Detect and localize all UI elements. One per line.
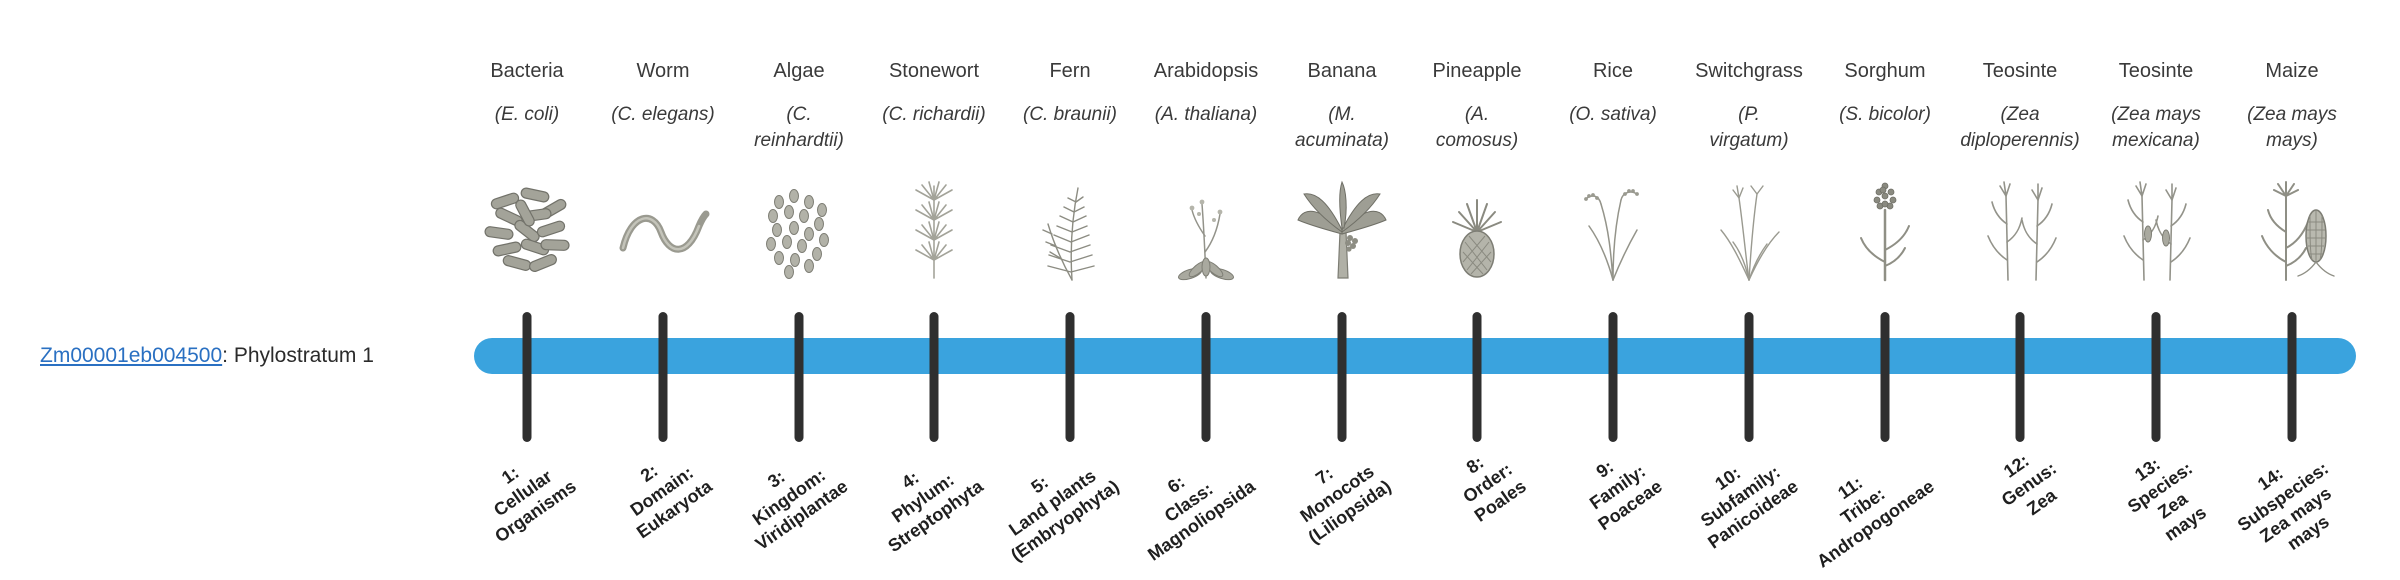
phylostratum-label: 11: Tribe: Andropogoneae <box>1788 440 1939 573</box>
organism-scientific-name-line: reinhardtii) <box>754 129 844 151</box>
organism-scientific-name: (C. reinhardtii) <box>754 102 844 153</box>
organism-scientific-name-line: (Zea mays <box>2111 104 2201 125</box>
phylostratum-label: 2: Domain: Eukaryota <box>608 440 717 544</box>
phylostratum-tick <box>1201 312 1211 442</box>
phylostratum-tick <box>658 312 668 442</box>
banana-icon <box>1276 170 1408 284</box>
organism-scientific-name-line: (S. bicolor) <box>1839 104 1931 125</box>
pineapple-icon <box>1411 170 1543 284</box>
organism-scientific-name: (Zea mays mexicana) <box>2111 102 2201 153</box>
teosinte-diploperennis-icon <box>1954 170 2086 284</box>
organism-scientific-name-line: (C. richardii) <box>882 104 986 125</box>
gene-label: Zm00001eb004500: Phylostratum 1 <box>40 344 374 368</box>
organism-scientific-name-line: acuminata) <box>1295 129 1389 151</box>
organism-scientific-name-line: mays) <box>2266 129 2318 151</box>
organism-scientific-name-line: diploperennis) <box>1960 129 2080 151</box>
phylostratum-tick <box>2151 312 2161 442</box>
phylostratum-label: 7: Monocots (Liliopsida) <box>1279 440 1395 549</box>
organism-name: Arabidopsis <box>1153 60 1259 82</box>
bacteria-icon <box>461 170 593 284</box>
organism-name: Worm <box>636 60 690 82</box>
phylostratum-tick <box>1608 312 1618 442</box>
organism-scientific-name: (M. acuminata) <box>1295 102 1389 153</box>
organism-scientific-name-line: mexicana) <box>2112 129 2200 151</box>
organism-scientific-name: (C. elegans) <box>611 102 715 128</box>
organism-name: Teosinte <box>1982 60 2058 82</box>
phylostratum-label: 6: Class: Magnoliopsida <box>1119 440 1260 566</box>
gene-label-suffix: : Phylostratum 1 <box>222 344 374 367</box>
organism-name: Bacteria <box>490 60 564 82</box>
phylostratum-tick <box>2015 312 2025 442</box>
organism-scientific-name-line: (O. sativa) <box>1569 104 1657 125</box>
phylostratum-tick <box>1472 312 1482 442</box>
phylostratum-tick <box>794 312 804 442</box>
organism-scientific-name-line: (A. <box>1464 104 1490 125</box>
phylostratum-bar <box>474 338 2356 374</box>
worm-icon <box>597 170 729 284</box>
sorghum-icon <box>1819 170 1951 284</box>
organism-scientific-name: (Zea mays mays) <box>2247 102 2337 153</box>
phylostratum-tick <box>2287 312 2297 442</box>
phylostratum-label: 5: Land plants (Embryophyta) <box>982 440 1124 567</box>
organism-scientific-name: (Zea diploperennis) <box>1960 102 2079 153</box>
organism-scientific-name: (P. virgatum) <box>1709 102 1788 153</box>
organism-scientific-name: (O. sativa) <box>1569 102 1657 128</box>
organism-scientific-name-line: (C. <box>786 104 812 125</box>
algae-icon <box>733 170 865 284</box>
organism-scientific-name-line: (Zea mays <box>2247 104 2337 125</box>
switchgrass-icon <box>1683 170 1815 284</box>
organism-name: Sorghum <box>1844 60 1926 82</box>
organism-name: Rice <box>1592 60 1634 82</box>
organism-scientific-name: (A. comosus) <box>1436 102 1518 153</box>
organism-scientific-name: (A. thaliana) <box>1155 102 1257 128</box>
organism-scientific-name: (S. bicolor) <box>1839 102 1931 128</box>
organism-scientific-name: (C. richardii) <box>882 102 985 128</box>
organism-name: Pineapple <box>1432 60 1522 82</box>
phylostratum-label: 12: Genus: Zea <box>1985 440 2074 530</box>
arabidopsis-icon <box>1140 170 1272 284</box>
organism-name: Switchgrass <box>1695 60 1803 82</box>
organism-name: Banana <box>1307 60 1377 82</box>
phylostratum-label: 10: Subfamily: Panicoideae <box>1679 440 1803 554</box>
phylostratum-label: 8: Order: Poales <box>1445 440 1530 527</box>
phylostratum-label: 3: Kingdom: Viridiplantae <box>727 440 853 556</box>
gene-id-link[interactable]: Zm00001eb004500 <box>40 344 223 367</box>
maize-icon <box>2226 170 2358 284</box>
organism-name: Teosinte <box>2118 60 2194 82</box>
organism-scientific-name-line: (C. elegans) <box>611 104 715 125</box>
organism-name: Algae <box>773 60 825 82</box>
rice-icon <box>1547 170 1679 284</box>
phylostratum-label: 1: Cellular Organisms <box>466 440 581 548</box>
teosinte-mexicana-icon <box>2090 170 2222 284</box>
organism-scientific-name-line: comosus) <box>1435 129 1519 151</box>
organism-name: Stonewort <box>888 60 980 82</box>
organism-scientific-name-line: (P. <box>1738 104 1760 125</box>
organism-scientific-name-line: (M. <box>1328 104 1356 125</box>
organism-name: Fern <box>1049 60 1091 82</box>
stonewort-icon <box>868 170 1000 284</box>
organism-name: Maize <box>2265 60 2319 82</box>
phylostratum-tick <box>1880 312 1890 442</box>
phylostratum-label: 14: Subspecies: Zea mays mays <box>2221 440 2358 573</box>
fern-icon <box>1004 170 1136 284</box>
phylostratum-tick <box>1744 312 1754 442</box>
phylostratum-label: 9: Family: Poaceae <box>1569 440 1667 536</box>
phylostratum-tick <box>1065 312 1075 442</box>
organism-scientific-name-line: (Zea <box>2000 104 2040 125</box>
organism-scientific-name-line: (A. thaliana) <box>1154 104 1258 125</box>
phylostratum-tick <box>1337 312 1347 442</box>
phylostratum-label: 13: Species: Zea mays <box>2111 440 2222 554</box>
phylostratum-tick <box>929 312 939 442</box>
phylostratum-label: 4: Phylum: Streptophyta <box>859 440 988 558</box>
organism-scientific-name: (C. braunii) <box>1023 102 1117 128</box>
organism-scientific-name-line: (E. coli) <box>494 104 560 125</box>
organism-scientific-name-line: (C. braunii) <box>1023 104 1117 125</box>
organism-scientific-name-line: virgatum) <box>1709 129 1789 151</box>
organism-scientific-name: (E. coli) <box>495 102 559 128</box>
phylostratum-tick <box>522 312 532 442</box>
